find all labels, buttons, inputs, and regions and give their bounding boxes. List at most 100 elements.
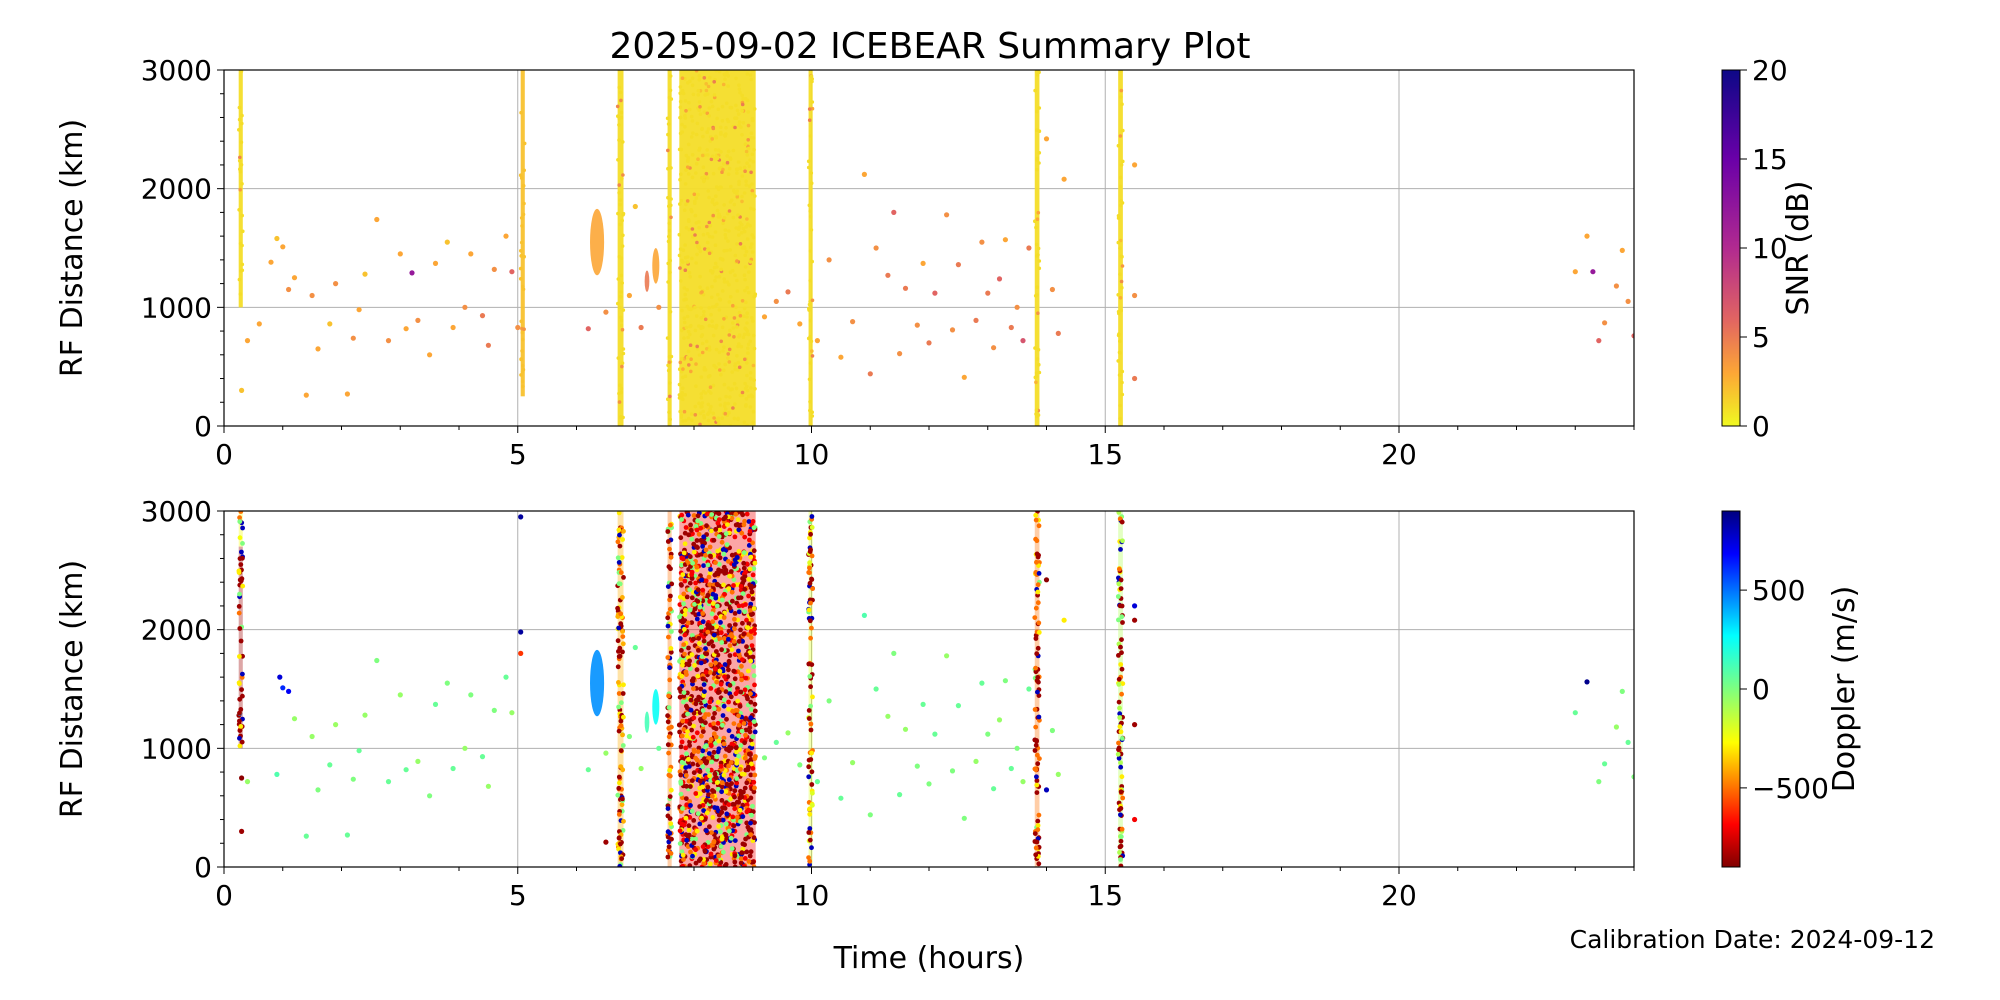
data-point [979, 239, 985, 245]
data-point [1132, 292, 1138, 299]
data-point [979, 680, 985, 686]
data-point [955, 262, 962, 268]
data-point [626, 292, 633, 299]
data-point [1584, 679, 1590, 685]
data-point [585, 767, 591, 773]
axes-frame [223, 69, 1635, 427]
data-point [1043, 787, 1050, 793]
data-point [902, 285, 909, 291]
data-point [961, 374, 967, 380]
x-tick-label: 15 [1087, 438, 1123, 471]
y-tick-label: 2000 [141, 614, 212, 647]
colorbar-tick-label: −500 [1752, 772, 1829, 805]
data-point [1026, 686, 1032, 692]
data-point [518, 650, 524, 657]
data-point [1590, 269, 1596, 275]
data-point [949, 768, 956, 774]
data-point [996, 717, 1003, 723]
data-point [785, 289, 791, 295]
data-point [291, 275, 298, 281]
y-tick-label: 0 [194, 410, 212, 443]
data-point [897, 351, 903, 357]
y-axis-label: RF Distance (km) [55, 119, 90, 377]
x-axis-label: Time (hours) [833, 941, 1025, 976]
axes-frame [223, 510, 1635, 868]
data-point [996, 276, 1003, 282]
data-cluster [644, 270, 650, 292]
data-point [1132, 722, 1138, 728]
data-point [333, 281, 339, 287]
data-point [503, 233, 509, 239]
data-point [850, 319, 856, 325]
data-point [797, 762, 803, 768]
y-tick-label: 2000 [141, 173, 212, 206]
data-point [1026, 245, 1032, 251]
y-tick-label: 0 [194, 851, 212, 884]
data-point [515, 324, 521, 331]
snr-panel: 0 5 10 15 20 0 1000 2000 3000 RF Distance (km) 0 5 1… [55, 54, 1816, 471]
data-band [236, 546, 246, 749]
data-point [1613, 724, 1619, 730]
data-point [244, 779, 251, 785]
data-cluster [590, 649, 605, 717]
data-point [468, 692, 474, 698]
data-point [861, 612, 868, 619]
data-band [1032, 511, 1042, 867]
data-point [327, 762, 333, 768]
data-point [315, 787, 321, 793]
colorbar-tick-label: 5 [1752, 321, 1770, 354]
data-point [303, 833, 309, 839]
data-point [485, 342, 491, 348]
y-tick-label: 1000 [141, 291, 212, 324]
data-point [303, 392, 309, 398]
data-point [277, 674, 283, 680]
data-point [991, 786, 997, 792]
data-point [350, 335, 356, 341]
data-point [891, 209, 897, 215]
data-point [1020, 338, 1026, 344]
data-point [932, 731, 938, 737]
data-point [403, 326, 409, 332]
data-point [920, 260, 926, 266]
data-point [1631, 774, 1634, 780]
data-point [944, 212, 950, 218]
data-point [885, 713, 891, 719]
doppler-panel: 0 5 10 15 20 0 1000 2000 3000 RF Distance (km) −50… [55, 495, 1862, 912]
y-tick-label: 3000 [141, 495, 212, 528]
colorbar-tick-label: 500 [1752, 574, 1805, 607]
data-point [773, 298, 779, 304]
data-band [1115, 511, 1126, 867]
data-point [1014, 745, 1020, 751]
data-point [897, 792, 903, 798]
data-point [327, 321, 333, 327]
data-point [932, 290, 938, 296]
data-point [926, 781, 932, 787]
x-tick-label: 10 [794, 438, 830, 471]
data-point [1002, 678, 1009, 684]
data-point [1631, 333, 1634, 339]
data-point [920, 701, 926, 708]
data-point [914, 763, 920, 769]
data-point [333, 722, 339, 728]
calibration-date: Calibration Date: 2024-09-12 [1570, 925, 1935, 954]
data-point [1049, 286, 1055, 293]
data-point [415, 317, 421, 323]
data-point [286, 688, 292, 695]
colorbar-tick-label: 15 [1752, 143, 1788, 176]
data-point [268, 259, 274, 265]
data-point [432, 260, 439, 266]
data-point [1055, 330, 1061, 336]
x-tick-label: 20 [1381, 438, 1417, 471]
data-point [409, 270, 415, 276]
data-band [237, 511, 246, 547]
data-point [873, 245, 879, 251]
data-point [344, 391, 350, 397]
data-band [615, 70, 626, 426]
x-tick-label: 20 [1381, 879, 1417, 912]
data-point [274, 235, 280, 242]
data-point [503, 674, 509, 680]
data-band [665, 70, 674, 426]
plot-area [237, 70, 1634, 426]
data-band [1116, 70, 1125, 426]
data-point [1572, 269, 1578, 275]
